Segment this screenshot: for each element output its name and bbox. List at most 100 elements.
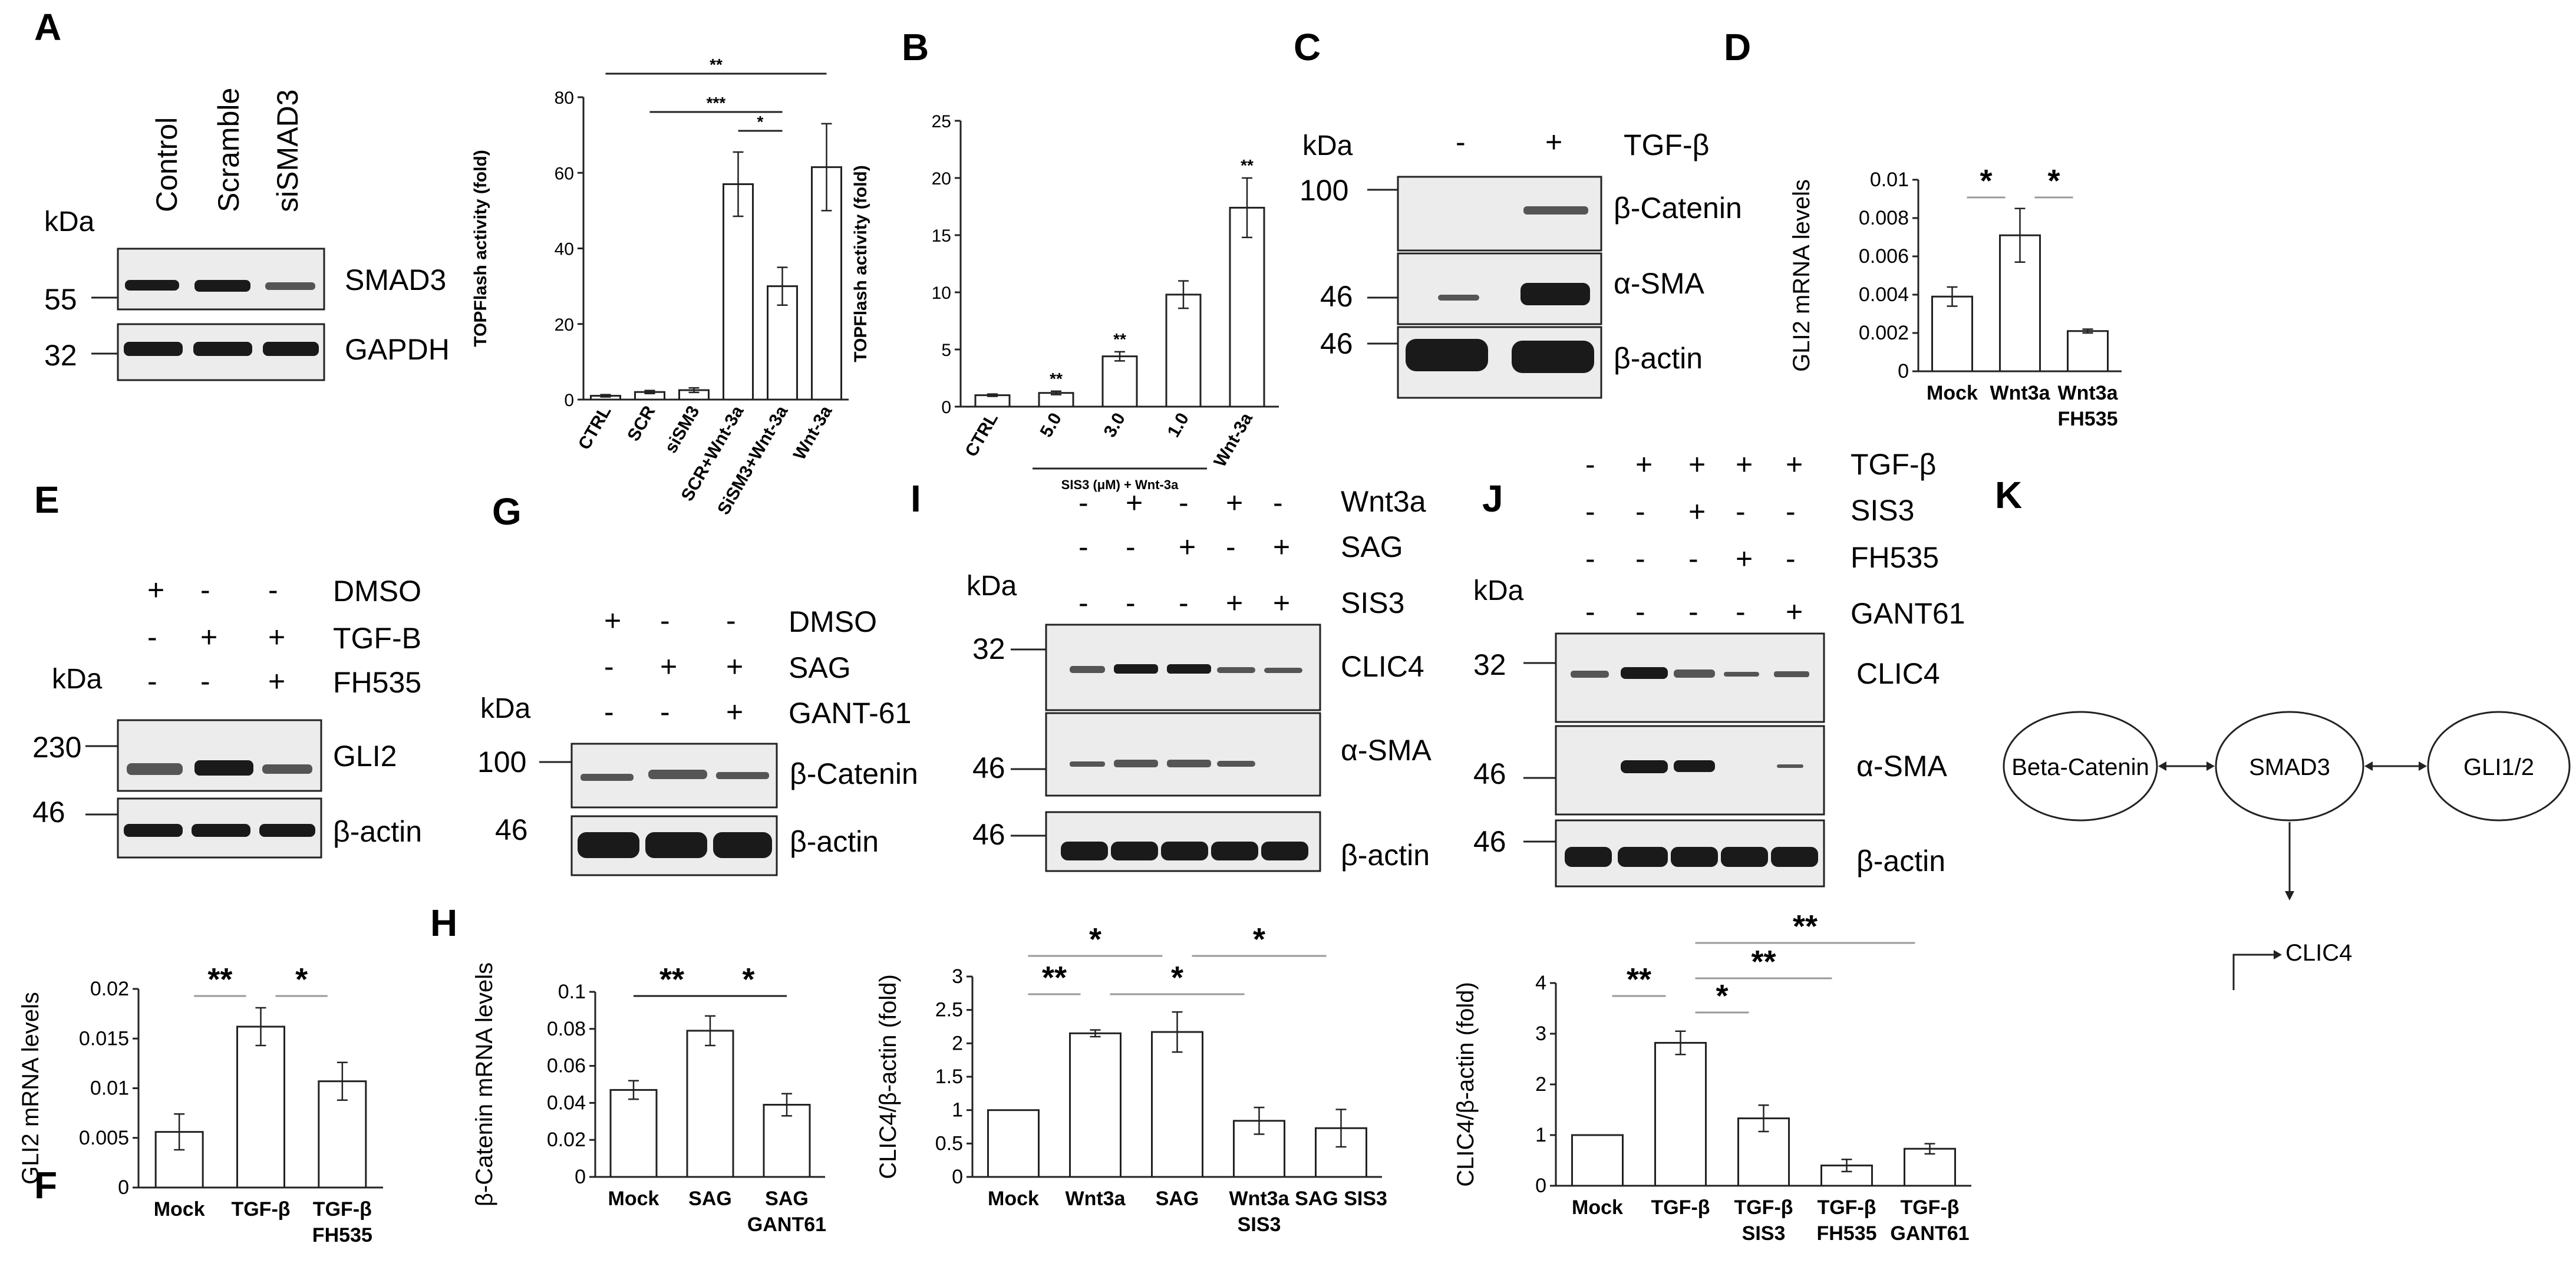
band (1618, 847, 1668, 867)
row-label-beta-actin: β-actin (1614, 342, 1703, 375)
x-tick-label: CTRL (575, 403, 615, 453)
y-tick-label: 25 (932, 112, 951, 131)
marker-46: 46 (1320, 280, 1353, 313)
y-tick-label: 0.01 (90, 1077, 129, 1100)
kda-label: kDa (480, 693, 531, 724)
significance-label: * (757, 113, 764, 131)
bar (763, 1104, 811, 1178)
node-smad3 (2215, 711, 2364, 822)
marker-46: 46 (1473, 825, 1506, 858)
panel-label-d: D (1724, 26, 1751, 68)
band (1070, 666, 1105, 673)
sign: + (1179, 530, 1196, 563)
panel-label-a: A (34, 6, 61, 48)
y-tick-label: 0.015 (79, 1027, 129, 1050)
sign: + (1226, 486, 1243, 519)
kda-label: kDa (967, 570, 1017, 602)
x-tick-label: Wnt3a (1990, 382, 2051, 404)
y-tick-label: 80 (555, 88, 574, 108)
marker-32: 32 (1473, 648, 1506, 681)
band (713, 832, 772, 858)
bar (609, 1089, 658, 1178)
marker-46: 46 (1473, 757, 1506, 790)
band (1571, 671, 1609, 678)
node-label-smad3: SMAD3 (2249, 754, 2330, 780)
band (259, 824, 315, 837)
diagram-k: Beta-Catenin SMAD3 GLI1/2 CLIC4 (2003, 711, 2571, 990)
sign: + (1688, 495, 1706, 528)
band (1061, 842, 1108, 860)
y-tick-label: 0 (564, 391, 574, 410)
y-tick-label: 0.008 (1859, 207, 1909, 229)
row-label-beta-catenin: β-Catenin (1614, 192, 1742, 225)
y-tick-label: 3 (1535, 1023, 1546, 1045)
y-axis-label: TOPFlash activity (fold) (851, 165, 870, 362)
sign: - (1179, 586, 1189, 619)
sign: + (726, 650, 743, 683)
bar (686, 1030, 734, 1178)
sign: - (1078, 486, 1089, 519)
band (1070, 761, 1105, 767)
band (1114, 664, 1158, 674)
x-tick-label: SAG SIS3 (1295, 1188, 1387, 1210)
treatment-label-tgfb: TGF-β (1624, 128, 1709, 161)
y-tick-label: 20 (932, 169, 951, 189)
kda-label: kDa (1473, 575, 1524, 606)
sign: + (1126, 486, 1143, 519)
x-tick-label: Wnt3a SIS3 (1229, 1188, 1290, 1236)
cond-label-fh535: FH535 (1851, 541, 1939, 574)
y-tick-label: 15 (932, 226, 951, 246)
band (1771, 847, 1818, 867)
x-tick-line-1: TGF-β (1734, 1196, 1793, 1219)
sign: - (1585, 595, 1595, 628)
marker-32: 32 (972, 632, 1005, 665)
bar (1101, 355, 1138, 408)
sign: + (1635, 448, 1653, 481)
significance-label: *** (707, 94, 726, 112)
sign: + (660, 650, 677, 683)
band (127, 763, 183, 775)
band (124, 342, 183, 356)
row-label-beta-actin: β-actin (790, 825, 879, 858)
y-axis-label: CLIC4/β-actin (fold) (1453, 982, 1479, 1187)
y-tick-label: 0 (1535, 1175, 1546, 1197)
sign: - (1456, 126, 1466, 159)
sign: - (1179, 486, 1189, 519)
blot-i: - + - + - Wnt3a - - + - + SAG kDa - - - … (967, 485, 1432, 872)
x-tick-line-2: FH535 (312, 1224, 372, 1246)
sign: + (1545, 126, 1562, 159)
cond-label-sis3: SIS3 (1851, 494, 1914, 527)
bar (1654, 1041, 1707, 1187)
row-label-gli2: GLI2 (333, 740, 397, 773)
sign: - (1688, 595, 1698, 628)
band (265, 282, 315, 290)
x-tick-label: TGF-β SIS3 (1734, 1196, 1793, 1245)
sign: - (268, 573, 278, 606)
x-tick-label: SAG (1156, 1188, 1199, 1210)
band (645, 832, 707, 858)
band (1523, 206, 1588, 215)
bar (1571, 1134, 1624, 1187)
y-tick-label: 3 (952, 965, 963, 988)
y-tick-label: 1.5 (935, 1066, 963, 1088)
row-label-alpha-sma: α-SMA (1856, 750, 1948, 783)
band (580, 774, 634, 781)
blot-smad3 (117, 248, 325, 311)
cond-label-wnt3a: Wnt3a (1341, 485, 1426, 518)
x-tick-label: TGF-β (1651, 1196, 1710, 1219)
band (1261, 842, 1308, 860)
y-tick-label: 0 (1898, 360, 1909, 382)
A-chart: 0 20 40 60 80 TOPFlash activity (fold) CTRL SCR… (471, 55, 849, 518)
sign: - (147, 665, 157, 698)
bar (2067, 330, 2109, 372)
bar (1069, 1032, 1122, 1178)
significance-label: ** (1241, 156, 1254, 174)
band (1167, 760, 1211, 767)
J-chart: 0 1 2 3 4 CLIC4/β-actin (fold) Mock TGF-β TGF-β S… (1453, 909, 1971, 1245)
significance-label: ** (207, 962, 232, 997)
bar (1165, 293, 1202, 408)
panel-label-j: J (1482, 477, 1503, 520)
sign: + (1273, 530, 1290, 563)
x-tick-line-2: GANT61 (1890, 1222, 1969, 1245)
cond-label-tgfb: TGF-B (333, 622, 421, 655)
